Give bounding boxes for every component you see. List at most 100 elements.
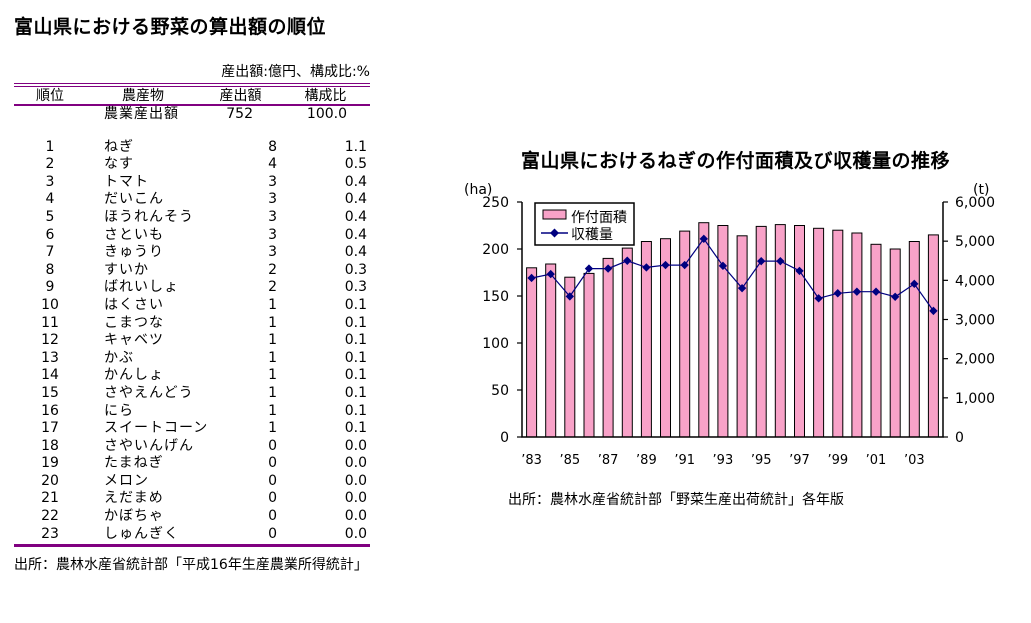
left-axis-tick-label: 100: [482, 336, 509, 352]
table-row: 19 たまねぎ 0 0.0: [14, 455, 370, 473]
rank-cell: 4: [45, 191, 55, 208]
rank-cell: 21: [41, 490, 59, 507]
right-axis-tick-label: 5,000: [955, 234, 995, 250]
table-row: 21 えだまめ 0 0.0: [14, 490, 370, 508]
rank-cell: 18: [41, 437, 59, 454]
harvest-point: [623, 256, 632, 265]
left-axis-unit: (ha): [464, 182, 492, 198]
table-row: 18 さやいんげん 0 0.0: [14, 438, 370, 456]
product-cell: きゅうり: [104, 244, 164, 261]
table-row: 5 ほうれんそう 3 0.4: [14, 209, 370, 227]
rank-cell: 22: [41, 508, 59, 525]
rank-cell: 8: [45, 261, 55, 278]
product-cell: メロン: [104, 472, 149, 489]
product-cell: さやえんどう: [104, 384, 194, 401]
left-axis-tick-label: 50: [491, 383, 509, 399]
product-cell: ねぎ: [104, 138, 134, 155]
value-cell: 2: [268, 261, 277, 278]
x-axis-tick-label: ’93: [713, 453, 734, 468]
rank-cell: 10: [41, 296, 59, 313]
value-cell: 3: [268, 208, 277, 225]
x-axis-tick-label: ’95: [751, 453, 772, 468]
value-cell: 1: [268, 402, 277, 419]
table-title: 富山県における野菜の算出額の順位: [14, 16, 327, 38]
table-row: 1 ねぎ 8 1.1: [14, 139, 370, 157]
value-cell: 8: [268, 138, 277, 155]
left-axis-tick-label: 250: [482, 195, 509, 211]
table-row: 11 こまつな 1 0.1: [14, 315, 370, 333]
area-bar: [908, 241, 920, 438]
area-bar: [698, 222, 710, 438]
ratio-cell: 0.1: [344, 332, 367, 349]
rank-cell: 13: [41, 349, 59, 366]
rank-cell: 9: [45, 279, 55, 296]
ratio-cell: 0.1: [344, 349, 367, 366]
table-row: 7 きゅうり 3 0.4: [14, 244, 370, 262]
value-cell: 1: [268, 332, 277, 349]
product-cell: かぼちゃ: [104, 508, 164, 525]
value-cell: 1: [268, 349, 277, 366]
table-row: 16 にら 1 0.1: [14, 403, 370, 421]
legend-diamond-marker-icon: [550, 228, 559, 238]
table-row: 13 かぶ 1 0.1: [14, 350, 370, 368]
value-cell: 0: [268, 508, 277, 525]
rank-cell: 2: [45, 156, 55, 173]
chart-panel: 富山県におけるねぎの作付面積及び収穫量の推移 (ha) (t) 0 50 100 15…: [440, 140, 1031, 540]
ratio-cell: 100.0: [306, 106, 347, 122]
right-axis-tick-label: 4,000: [955, 273, 995, 289]
table-row: 10 はくさい 1 0.1: [14, 297, 370, 315]
chart-source: 出所：農林水産省統計部「野菜生産出荷統計」各年版: [508, 492, 844, 508]
ratio-cell: 0.0: [344, 437, 367, 454]
rank-cell: 1: [45, 138, 55, 155]
rank-cell: 17: [41, 420, 59, 437]
product-cell: ばれいしょ: [104, 279, 179, 296]
header-ratio: 構成比: [304, 88, 347, 104]
table-row: 15 さやえんどう 1 0.1: [14, 385, 370, 403]
product-cell: 農業産出額: [104, 106, 179, 122]
area-bar: [526, 267, 538, 438]
table-header-row: 順位 農産物 産出額 構成比: [14, 87, 370, 106]
x-axis-tick-label: ’89: [636, 453, 657, 468]
negi-chart: (ha) (t) 0 50 100 150 200 250 0 1,000 2,000 3,000…: [464, 182, 995, 508]
ratio-cell: 0.1: [344, 314, 367, 331]
product-cell: さやいんげん: [104, 437, 194, 454]
value-cell: 0: [268, 455, 277, 472]
harvest-point: [833, 289, 842, 298]
harvest-point: [680, 260, 689, 270]
x-axis-tick-label: ’85: [559, 453, 580, 468]
table-row: 3 トマト 3 0.4: [14, 174, 370, 192]
value-cell: 1: [268, 314, 277, 331]
table-row: 2 なす 4 0.5: [14, 156, 370, 174]
product-cell: えだまめ: [104, 490, 164, 507]
x-axis-tick-label: ’87: [598, 453, 619, 468]
table-total-row: 農業産出額 752 100.0: [14, 106, 370, 124]
rank-cell: 14: [41, 367, 59, 384]
product-cell: かんしょ: [104, 367, 164, 384]
product-cell: しゅんぎく: [104, 525, 180, 542]
ratio-cell: 0.1: [344, 367, 367, 384]
ratio-cell: 0.0: [344, 508, 367, 525]
right-axis-tick-label: 6,000: [955, 195, 995, 211]
rank-cell: 3: [45, 173, 55, 190]
product-cell: キャベツ: [104, 332, 164, 349]
area-bar: [889, 248, 901, 438]
table-row: 22 かぼちゃ 0 0.0: [14, 508, 370, 526]
left-axis-tick-label: 200: [482, 242, 509, 258]
value-cell: 0: [268, 490, 277, 507]
table-row: 9 ばれいしょ 2 0.3: [14, 279, 370, 297]
value-cell: 1: [268, 420, 277, 437]
value-cell: 752: [226, 106, 253, 122]
ratio-cell: 0.4: [344, 191, 367, 208]
table-row: 14 かんしょ 1 0.1: [14, 367, 370, 385]
value-cell: 3: [268, 244, 277, 261]
rank-cell: 19: [41, 455, 59, 472]
rank-cell: 20: [41, 472, 59, 489]
rank-cell: 7: [45, 244, 55, 261]
harvest-point: [852, 287, 862, 296]
ratio-cell: 0.0: [344, 525, 367, 542]
legend-bar-label: 作付面積: [571, 210, 627, 226]
legend-line-label: 収穫量: [571, 227, 613, 243]
product-cell: だいこん: [104, 191, 164, 208]
header-product: 農産物: [122, 88, 164, 104]
